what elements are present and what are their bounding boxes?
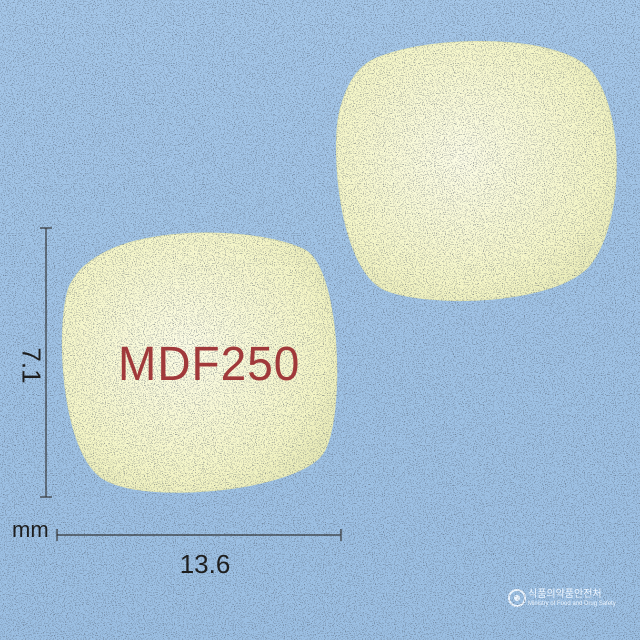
watermark-title: 식품의약품안전처 [528, 589, 602, 600]
tablet-imprint: MDF250 [118, 335, 301, 391]
dimension-unit-label: mm [12, 517, 49, 542]
watermark-subtitle: Ministry of Food and Drug Safety [528, 601, 616, 607]
watermark: 식품의약품안전처 Ministry of Food and Drug Safet… [506, 582, 626, 618]
height-dimension-label: 7.1 [16, 347, 47, 384]
width-dimension-label: 13.6 [179, 549, 231, 579]
